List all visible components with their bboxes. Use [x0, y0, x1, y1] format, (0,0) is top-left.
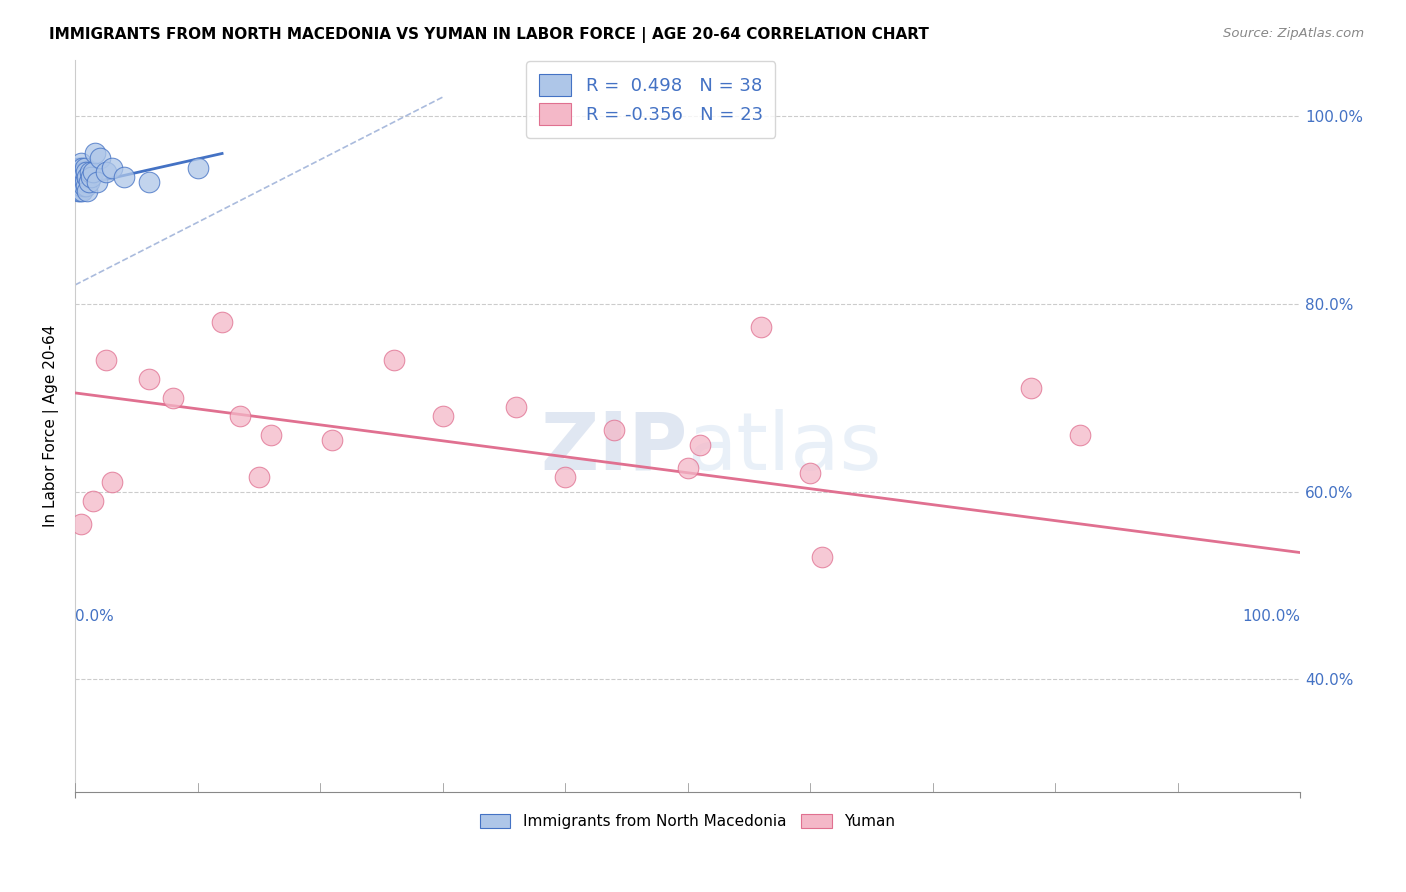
Text: Source: ZipAtlas.com: Source: ZipAtlas.com: [1223, 27, 1364, 40]
Point: [260, 428, 283, 442]
Text: IMMIGRANTS FROM NORTH MACEDONIA VS YUMAN IN LABOR FORCE | AGE 20-64 CORRELATION : IMMIGRANTS FROM NORTH MACEDONIA VS YUMAN…: [49, 27, 929, 43]
Point: [73, 179, 96, 194]
Point: [66, 175, 89, 189]
Point: [112, 169, 135, 184]
Point: [83, 146, 105, 161]
Point: [67, 169, 90, 184]
Point: [65, 169, 87, 184]
Point: [80, 169, 103, 184]
Point: [66, 161, 89, 175]
Text: 100.0%: 100.0%: [1241, 609, 1301, 624]
Point: [70, 156, 93, 170]
Point: [554, 470, 576, 484]
Point: [505, 400, 527, 414]
Y-axis label: In Labor Force | Age 20-64: In Labor Force | Age 20-64: [44, 325, 59, 527]
Point: [101, 475, 124, 489]
Point: [676, 461, 699, 475]
Text: atlas: atlas: [688, 409, 882, 487]
Point: [229, 409, 252, 424]
Point: [65, 179, 87, 194]
Point: [82, 494, 104, 508]
Text: ZIP: ZIP: [540, 409, 688, 487]
Point: [73, 175, 96, 189]
Point: [211, 316, 233, 330]
Point: [94, 165, 117, 179]
Point: [749, 320, 772, 334]
Point: [73, 161, 96, 175]
Point: [689, 437, 711, 451]
Point: [70, 165, 93, 179]
Point: [86, 175, 108, 189]
Point: [432, 409, 454, 424]
Point: [72, 161, 94, 175]
Point: [67, 175, 90, 189]
Point: [799, 466, 821, 480]
Point: [70, 179, 93, 194]
Point: [603, 424, 626, 438]
Point: [67, 165, 90, 179]
Text: 0.0%: 0.0%: [75, 609, 114, 624]
Point: [72, 169, 94, 184]
Point: [811, 550, 834, 565]
Point: [138, 372, 160, 386]
Point: [69, 169, 91, 184]
Point: [69, 184, 91, 198]
Point: [321, 433, 343, 447]
Point: [70, 517, 93, 532]
Point: [89, 151, 111, 165]
Point: [72, 184, 94, 198]
Point: [162, 391, 184, 405]
Point: [76, 184, 98, 198]
Point: [382, 353, 405, 368]
Point: [70, 169, 93, 184]
Point: [138, 175, 160, 189]
Point: [187, 161, 209, 175]
Point: [247, 470, 270, 484]
Point: [1019, 381, 1042, 395]
Point: [66, 184, 89, 198]
Legend: Immigrants from North Macedonia, Yuman: Immigrants from North Macedonia, Yuman: [474, 808, 901, 836]
Point: [76, 169, 98, 184]
Point: [101, 161, 124, 175]
Point: [69, 161, 91, 175]
Point: [75, 165, 97, 179]
Point: [94, 353, 117, 368]
Point: [77, 175, 100, 189]
Point: [73, 165, 96, 179]
Point: [1069, 428, 1091, 442]
Point: [75, 179, 97, 194]
Point: [79, 165, 101, 179]
Point: [82, 165, 104, 179]
